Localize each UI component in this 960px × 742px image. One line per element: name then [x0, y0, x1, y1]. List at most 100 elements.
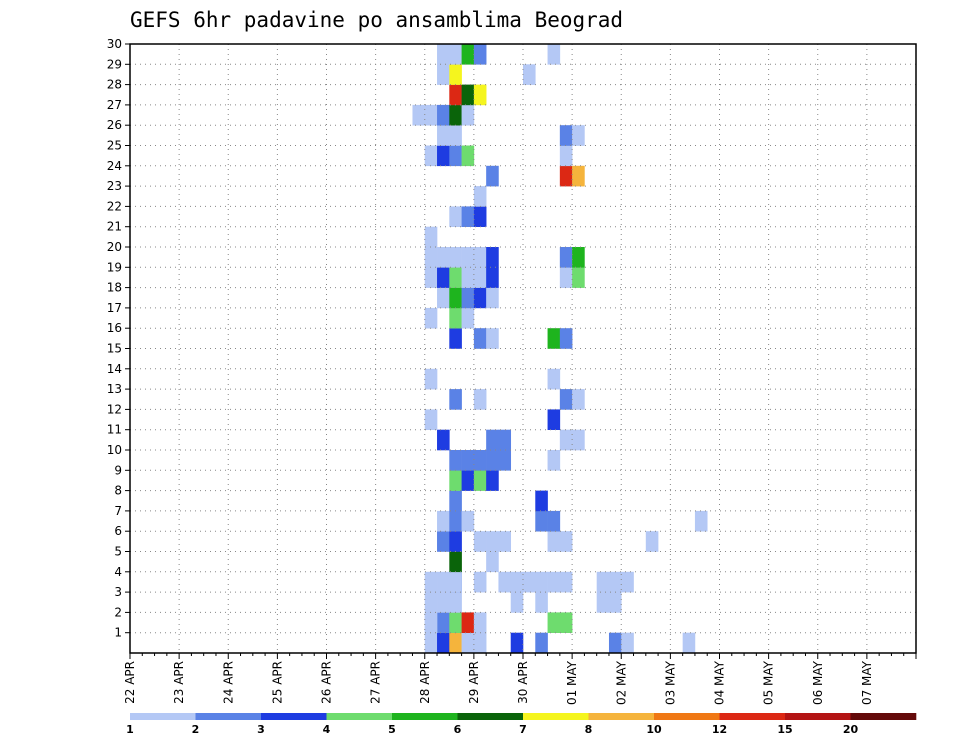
heatmap-cell [473, 632, 487, 654]
heatmap-cell [486, 328, 499, 349]
heatmap-cell [449, 328, 462, 349]
heatmap-cell [449, 104, 462, 126]
grid-lines [129, 43, 917, 654]
y-tick-label: 11 [107, 423, 122, 437]
heatmap-cell [461, 470, 475, 491]
heatmap-cell [473, 206, 487, 227]
heatmap-cell [473, 450, 487, 471]
y-tick-label: 7 [114, 504, 122, 518]
heatmap-cell [437, 531, 450, 552]
heatmap-cell [424, 409, 438, 430]
legend: 1 2 3 4 5 6 7 8 10 12 15 20 [126, 713, 917, 736]
y-tick-label: 16 [107, 321, 122, 335]
heatmap-cell [572, 125, 585, 146]
heatmap-cell [473, 328, 487, 349]
heatmap-cell [559, 165, 573, 187]
y-tick-label: 29 [107, 57, 122, 71]
heatmap-cell [473, 612, 487, 633]
heatmap-cell [608, 571, 622, 593]
legend-label: 15 [777, 723, 792, 736]
heatmap-cell [461, 206, 475, 227]
heatmap-cell [461, 44, 475, 65]
y-tick-label: 8 [114, 484, 122, 498]
legend-label: 7 [519, 723, 527, 736]
heatmap-cell [437, 612, 450, 633]
heatmap-cell [559, 328, 573, 349]
heatmap-cell [473, 470, 487, 491]
heatmap-cell [621, 632, 634, 654]
heatmap-cell [424, 612, 438, 633]
plot-frame [129, 43, 917, 654]
x-tick-label: 04 MAY [713, 660, 727, 705]
heatmap-cell [486, 551, 499, 573]
x-axis: 22 APR 23 APR 24 APR 25 APR 26 APR 27 APR 28 A… [123, 653, 917, 705]
heatmap-cell [547, 571, 561, 593]
legend-label: 3 [257, 723, 265, 736]
heatmap-cell [437, 267, 450, 288]
heatmap-cell [449, 145, 462, 167]
heatmap-cell [535, 592, 548, 613]
heatmap-cell [437, 104, 450, 126]
heatmap-cell [486, 267, 499, 288]
heatmap-cell [498, 571, 512, 593]
heatmap-cell [449, 531, 462, 552]
heatmap-cell [596, 571, 610, 593]
heatmap-cell [473, 571, 487, 593]
legend-label: 2 [192, 723, 200, 736]
heatmap-cell [449, 450, 462, 471]
heatmap-cell [572, 429, 585, 451]
chart-title: GEFS 6hr padavine po ansamblima Beograd [130, 8, 623, 32]
legend-swatch [326, 713, 393, 720]
heatmap-cell [449, 247, 462, 268]
legend-swatch [850, 713, 917, 720]
legend-swatch [195, 713, 262, 720]
x-tick-label: 25 APR [270, 661, 284, 704]
legend-label: 5 [388, 723, 396, 736]
x-tick-label: 02 MAY [614, 660, 628, 705]
heatmap-cells [412, 44, 708, 654]
y-tick-label: 4 [114, 565, 122, 579]
heatmap-cell [473, 44, 487, 65]
legend-swatch [588, 713, 655, 720]
heatmap-cell [461, 287, 475, 309]
x-tick-label: 05 MAY [762, 660, 776, 705]
heatmap-cell [437, 510, 450, 532]
heatmap-cell [694, 510, 708, 532]
heatmap-cell [486, 531, 499, 552]
y-tick-label: 2 [114, 605, 122, 619]
heatmap-cell [424, 247, 438, 268]
x-tick-label: 29 APR [467, 661, 481, 704]
heatmap-cell [424, 632, 438, 654]
y-tick-label: 19 [107, 260, 122, 274]
heatmap-cell [424, 571, 438, 593]
heatmap-cell [486, 165, 499, 187]
heatmap-cell [596, 592, 610, 613]
heatmap-cell [572, 267, 585, 288]
legend-swatch [261, 713, 327, 720]
heatmap-cell [437, 571, 450, 593]
heatmap-cell [486, 450, 499, 471]
heatmap-cell [572, 389, 585, 410]
heatmap-cell [510, 632, 524, 654]
heatmap-cell [510, 592, 524, 613]
legend-label: 6 [454, 723, 462, 736]
heatmap-cell [486, 287, 499, 309]
y-tick-label: 3 [114, 585, 122, 599]
heatmap-cell [535, 510, 548, 532]
legend-swatch [785, 713, 851, 720]
heatmap-cell [498, 531, 512, 552]
heatmap-cell [559, 145, 573, 167]
heatmap-cell [498, 429, 512, 451]
y-tick-label: 15 [107, 342, 122, 356]
x-tick-label: 27 APR [369, 661, 383, 704]
y-tick-label: 6 [114, 524, 122, 538]
y-tick-label: 23 [107, 179, 122, 193]
heatmap-cell [559, 612, 573, 633]
y-axis: 1234567891011121314151617181920212223242… [107, 37, 130, 640]
heatmap-cell [449, 287, 462, 309]
heatmap-cell [486, 429, 499, 451]
y-tick-label: 17 [107, 301, 122, 315]
heatmap-cell [473, 267, 487, 288]
heatmap-cell [535, 490, 548, 512]
